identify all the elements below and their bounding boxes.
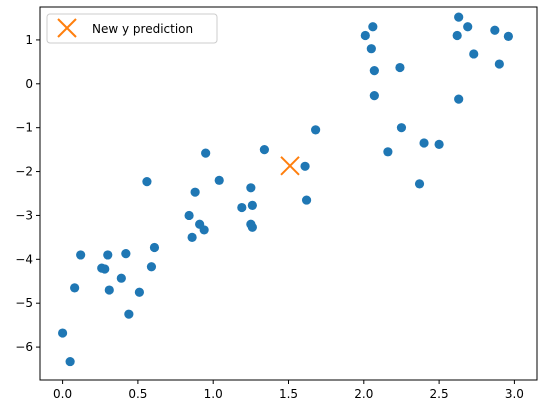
legend-x-icon bbox=[57, 18, 77, 38]
data-point bbox=[366, 44, 376, 54]
data-point bbox=[184, 210, 194, 221]
data-point bbox=[214, 175, 224, 185]
x-tick-label: 1.5 bbox=[279, 387, 298, 401]
data-point bbox=[237, 202, 247, 213]
data-point bbox=[187, 232, 197, 242]
data-point bbox=[247, 222, 257, 232]
legend-label-new-y-prediction: New y prediction bbox=[92, 22, 193, 36]
data-point bbox=[116, 273, 126, 283]
data-point bbox=[383, 147, 393, 157]
legend-prediction-marker bbox=[57, 18, 77, 38]
legend-box bbox=[46, 13, 218, 44]
data-point bbox=[76, 250, 86, 260]
data-point bbox=[368, 22, 378, 32]
y-tick-label: −6 bbox=[15, 340, 33, 354]
data-point bbox=[70, 283, 80, 293]
data-point bbox=[452, 30, 462, 41]
data-point bbox=[134, 287, 144, 297]
data-point bbox=[300, 161, 310, 171]
data-point bbox=[414, 179, 425, 189]
y-tick-label: −2 bbox=[15, 165, 33, 179]
data-point bbox=[201, 148, 211, 158]
y-tick-label: −1 bbox=[15, 121, 33, 135]
data-point bbox=[301, 195, 312, 205]
data-point bbox=[360, 30, 370, 41]
data-point bbox=[503, 31, 513, 42]
data-point bbox=[311, 125, 321, 135]
data-point bbox=[396, 123, 407, 133]
plot-frame bbox=[39, 6, 538, 381]
x-tick-label: 0.5 bbox=[128, 387, 147, 401]
data-point bbox=[259, 145, 270, 155]
plot-points bbox=[57, 12, 513, 367]
y-tick-label: −3 bbox=[15, 208, 33, 222]
data-point bbox=[419, 138, 429, 148]
y-tick-label: 1 bbox=[25, 33, 33, 47]
y-tick-label: −4 bbox=[15, 252, 33, 266]
data-point bbox=[490, 25, 500, 35]
data-point bbox=[142, 177, 152, 187]
prediction-marker bbox=[280, 156, 300, 176]
data-point bbox=[369, 66, 379, 76]
x-tick-label: 2.0 bbox=[354, 387, 373, 401]
data-point bbox=[190, 187, 200, 197]
data-point bbox=[57, 328, 68, 338]
y-tick-label: −5 bbox=[15, 296, 33, 310]
y-axis: −6 −5 −4 −3 −2 −1 0 1 bbox=[15, 33, 40, 354]
data-point bbox=[247, 200, 257, 210]
x-tick-label: 3.0 bbox=[505, 387, 524, 401]
data-point bbox=[146, 262, 157, 272]
data-point bbox=[434, 139, 444, 149]
data-point bbox=[149, 242, 160, 253]
data-point bbox=[103, 250, 113, 260]
data-point bbox=[124, 309, 134, 319]
legend: New y prediction bbox=[46, 13, 218, 44]
data-point bbox=[121, 249, 131, 259]
data-point bbox=[454, 12, 464, 22]
x-tick-label: 1.0 bbox=[204, 387, 223, 401]
data-point bbox=[454, 94, 464, 104]
data-point bbox=[469, 49, 479, 59]
data-point bbox=[104, 285, 114, 295]
x-tick-label: 0.0 bbox=[53, 387, 72, 401]
x-axis: 0.0 0.5 1.0 1.5 2.0 2.5 3.0 bbox=[53, 380, 524, 401]
data-point bbox=[494, 59, 504, 69]
data-point bbox=[369, 91, 379, 101]
data-point bbox=[395, 62, 405, 73]
data-point bbox=[65, 356, 75, 367]
data-point bbox=[463, 22, 473, 32]
data-point bbox=[100, 264, 110, 274]
data-point bbox=[246, 183, 256, 193]
y-tick-label: 0 bbox=[25, 77, 33, 91]
x-tick-label: 2.5 bbox=[430, 387, 449, 401]
data-point bbox=[199, 225, 209, 235]
